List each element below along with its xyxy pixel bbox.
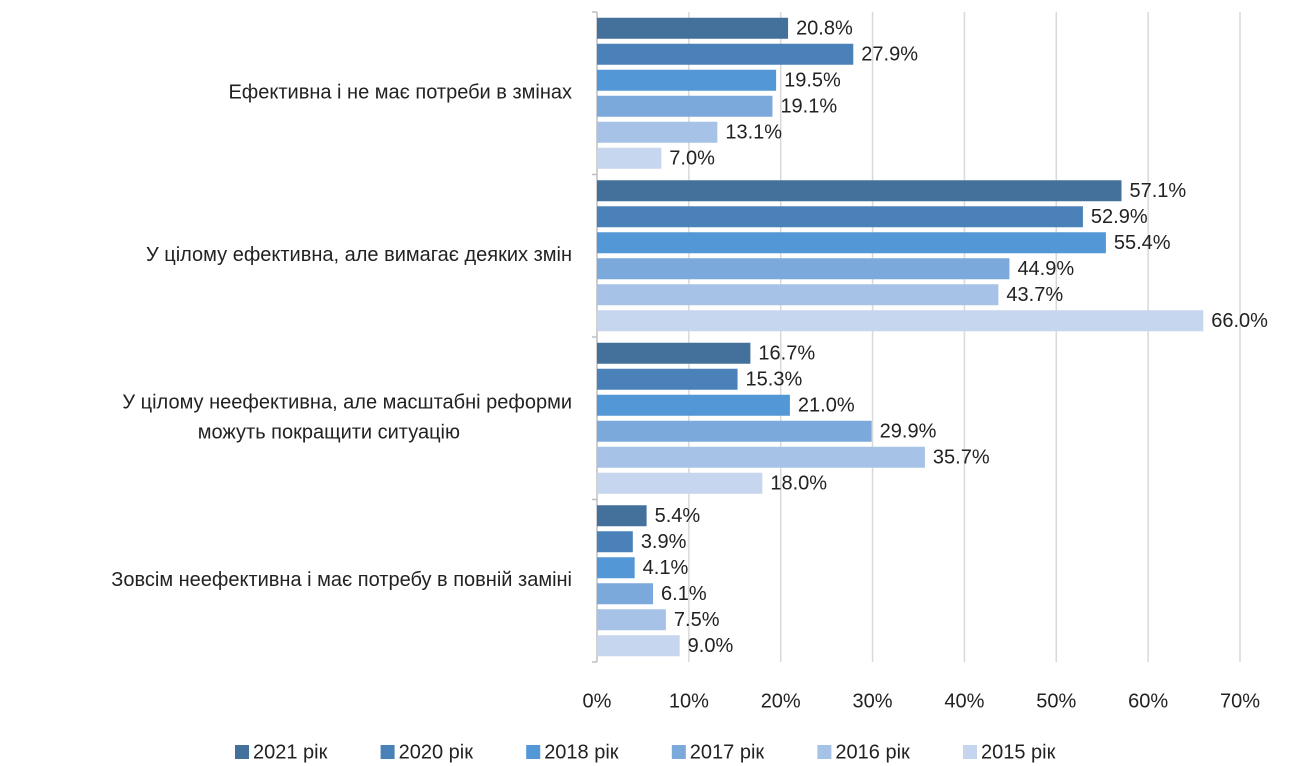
value-label: 35.7%	[933, 447, 990, 469]
bar	[597, 180, 1122, 202]
value-label: 20.8%	[796, 18, 853, 40]
legend-swatch	[526, 745, 541, 759]
bar	[597, 446, 925, 468]
bar	[597, 609, 666, 631]
value-label: 4.1%	[643, 557, 689, 579]
value-label: 9.0%	[688, 635, 734, 657]
bar	[597, 69, 777, 91]
legend-label: 2021 рік	[253, 741, 328, 763]
legend-swatch	[817, 745, 832, 759]
legend-swatch	[235, 745, 249, 759]
value-label: 6.1%	[661, 583, 707, 605]
bar	[597, 557, 635, 579]
legend-swatch	[671, 745, 686, 759]
value-label: 13.1%	[725, 122, 782, 144]
legend-label: 2020 рік	[399, 741, 474, 763]
x-tick-label: 40%	[944, 690, 984, 712]
value-label: 66.0%	[1211, 310, 1268, 332]
legend-swatch	[380, 745, 395, 759]
legend-label: 2018 рік	[544, 741, 619, 763]
legend-label: 2016 рік	[835, 741, 910, 763]
bar	[597, 43, 854, 65]
value-label: 43.7%	[1006, 284, 1063, 306]
bar	[597, 95, 773, 117]
value-label: 7.5%	[674, 609, 720, 631]
x-tick-label: 10%	[669, 690, 709, 712]
bar	[597, 121, 718, 143]
value-label: 52.9%	[1091, 206, 1148, 228]
category-label: Зовсім неефективна і має потребу в повні…	[111, 569, 572, 591]
bar	[597, 206, 1083, 228]
value-label: 7.0%	[669, 148, 715, 170]
bar	[597, 310, 1204, 332]
bar	[597, 531, 633, 553]
value-label: 27.9%	[861, 44, 918, 66]
value-label: 55.4%	[1114, 232, 1171, 254]
legend-label: 2015 рік	[981, 741, 1056, 763]
bar	[597, 342, 751, 364]
value-label: 5.4%	[655, 505, 701, 527]
x-tick-label: 30%	[853, 690, 893, 712]
bar	[597, 472, 763, 494]
legend-swatch	[963, 745, 977, 759]
value-label: 18.0%	[770, 473, 827, 495]
value-label: 15.3%	[746, 369, 803, 391]
value-label: 29.9%	[880, 421, 937, 443]
category-label: У цілому ефективна, але вимагає деяких з…	[146, 244, 572, 266]
bar	[597, 368, 738, 390]
bar	[597, 147, 662, 169]
category-label: Ефективна і не має потреби в змінах	[228, 82, 572, 104]
x-tick-label: 60%	[1128, 690, 1168, 712]
bar	[597, 420, 872, 442]
bar	[597, 505, 647, 527]
x-tick-label: 70%	[1220, 690, 1260, 712]
value-label: 19.1%	[780, 96, 837, 118]
value-label: 21.0%	[798, 395, 855, 417]
bar	[597, 258, 1010, 280]
bar	[597, 232, 1106, 254]
value-label: 19.5%	[784, 70, 841, 92]
x-tick-label: 0%	[583, 690, 612, 712]
bar	[597, 394, 790, 416]
x-tick-label: 20%	[761, 690, 801, 712]
value-label: 57.1%	[1130, 180, 1187, 202]
bar	[597, 17, 789, 39]
x-tick-label: 50%	[1036, 690, 1076, 712]
value-label: 16.7%	[758, 343, 815, 365]
legend-label: 2017 рік	[690, 741, 765, 763]
bar	[597, 583, 654, 605]
bar	[597, 284, 999, 306]
bar	[597, 635, 680, 657]
value-label: 3.9%	[641, 531, 687, 553]
category-label: У цілому неефективна, але масштабні рефо…	[122, 392, 572, 444]
value-label: 44.9%	[1017, 258, 1074, 280]
